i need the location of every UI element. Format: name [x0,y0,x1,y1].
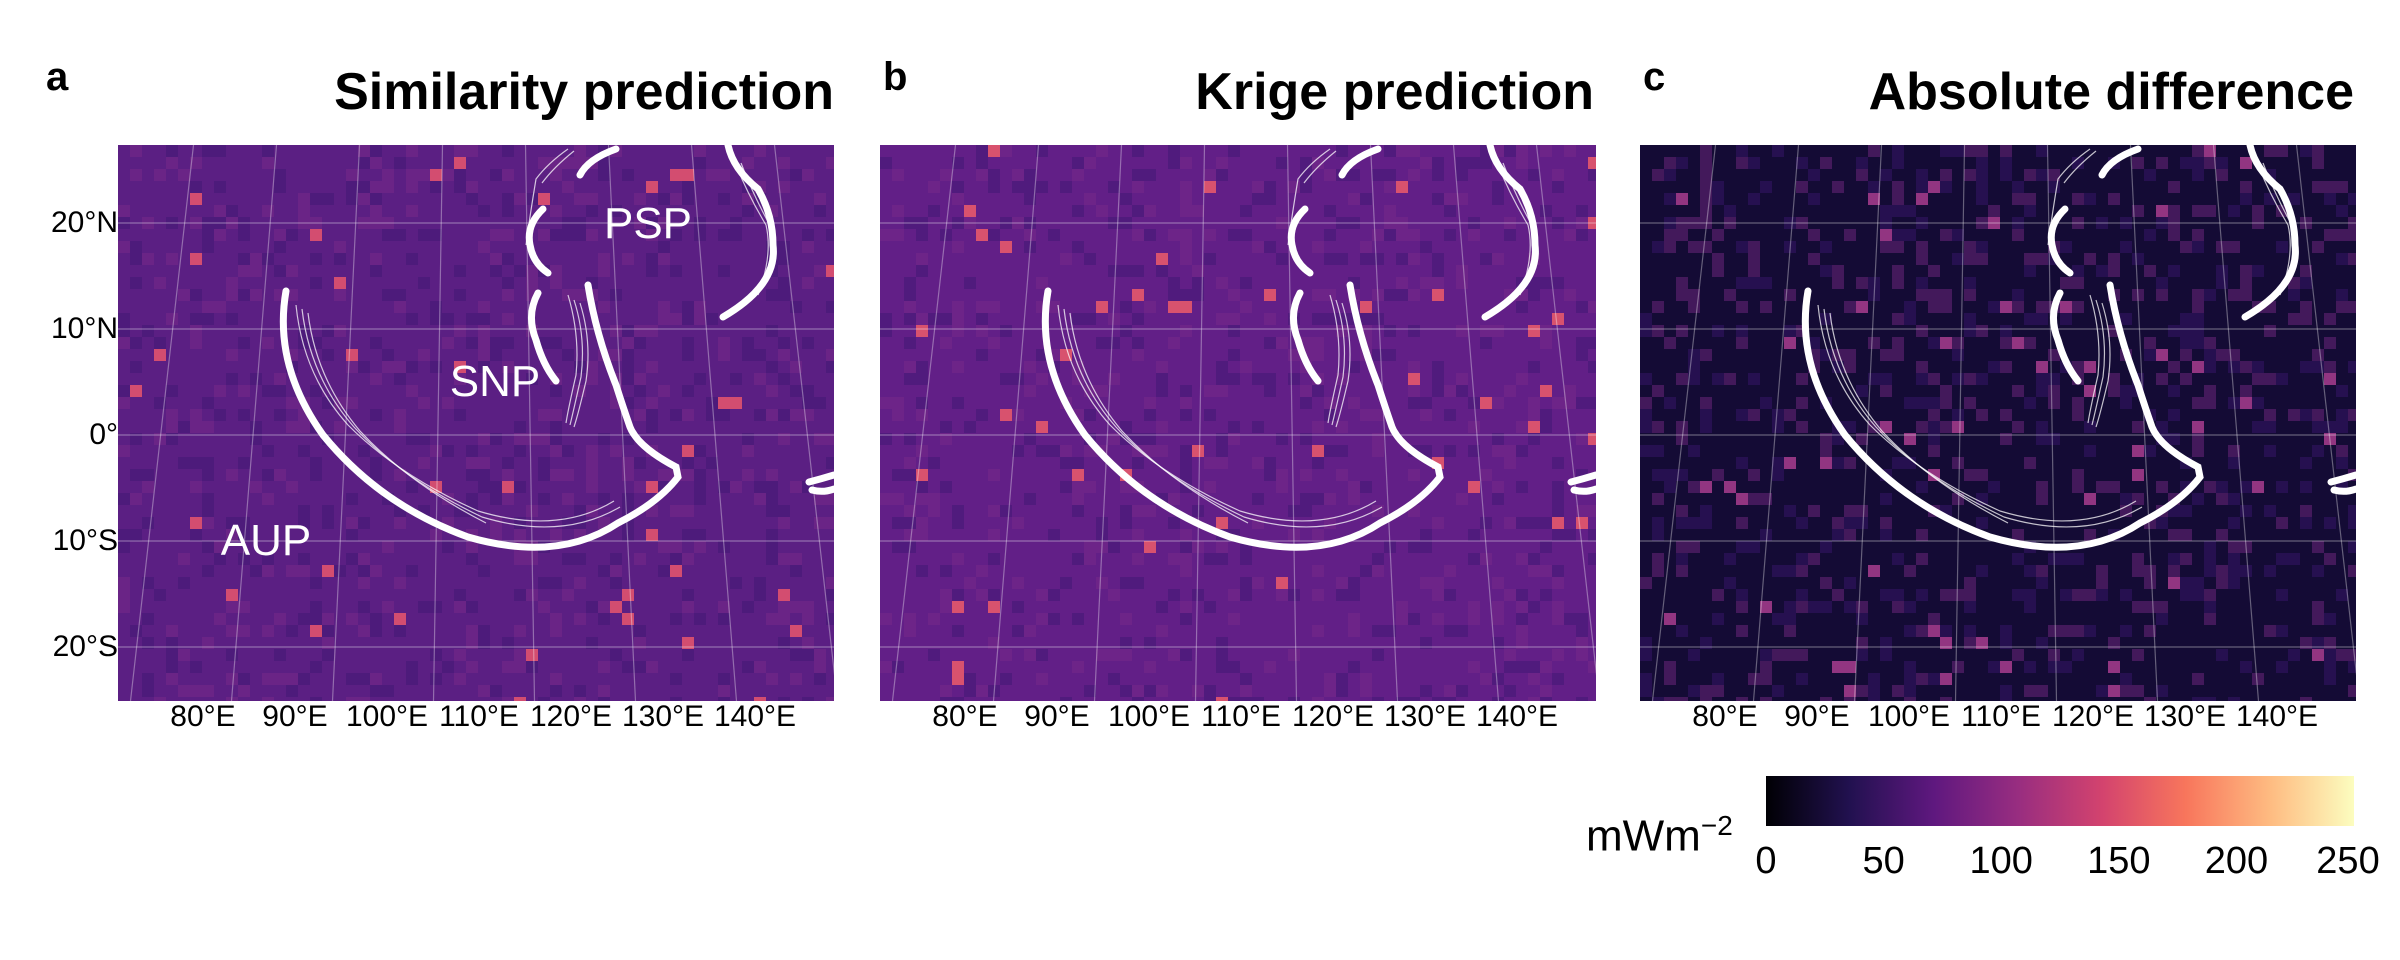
lon-label: 110°E [439,700,519,733]
heat-flow-map [1640,145,2356,701]
heat-flow-texture [1640,145,2356,701]
lon-label: 110°E [1201,700,1281,733]
lon-label: 90°E [1784,700,1850,733]
colorbar-tick: 100 [1969,840,2033,882]
lon-label: 130°E [2143,700,2227,733]
lon-label: 110°E [1961,700,2041,733]
lon-label: 100°E [1867,700,1951,733]
heat-flow-texture [118,145,834,701]
lon-label: 140°E [1475,700,1559,733]
lon-label: 130°E [621,700,705,733]
lon-label: 130°E [1383,700,1467,733]
lon-label: 80°E [1692,700,1758,733]
colorbar-unit-exponent: −2 [1700,810,1733,841]
panel-title: Absolute difference [1868,63,2354,121]
map-background [1640,145,2356,701]
colorbar-tick: 200 [2204,840,2269,882]
panel-letter: c [1643,55,1666,99]
lat-label: 0° [89,418,118,451]
plate-boundaries [1041,145,1596,551]
panel-title: Similarity prediction [334,63,834,121]
map-background [118,145,834,701]
heat-flow-texture [880,145,1596,701]
lon-label: 120°E [2051,700,2135,733]
lon-label: 80°E [170,700,236,733]
colorbar-unit-text: mWm [1586,811,1701,861]
lon-label: 100°E [345,700,429,733]
colorbar-tick: 250 [2316,840,2380,882]
colorbar-tick: 50 [1862,840,1905,882]
heat-flow-map [118,145,834,701]
lon-label: 80°E [932,700,998,733]
slab-contours [1057,148,1535,528]
lon-label: 100°E [1107,700,1191,733]
panel-title: Krige prediction [1195,63,1594,121]
colorbar-unit: mWm−2 [1586,810,1733,862]
plate-boundaries [279,145,834,551]
lon-axis: 80°E 90°E 100°E 110°E 120°E 130°E 140°E [1640,700,2356,740]
plate-boundaries [1801,145,2356,551]
colorbar-tick: 0 [1755,840,1777,882]
lon-label: 120°E [529,700,613,733]
lon-axis: 80°E 90°E 100°E 110°E 120°E 130°E 140°E [880,700,1596,740]
colorbar-gradient [1766,776,2354,826]
lon-label: 90°E [262,700,328,733]
map-svg [880,145,1596,701]
map-svg [118,145,834,701]
lat-label: 20°S [52,630,118,663]
lat-label: 10°N [50,312,118,345]
lon-label: 140°E [713,700,797,733]
panel-letter: b [883,55,908,99]
panel-letter: a [46,55,69,99]
lon-label: 120°E [1291,700,1375,733]
slab-contours [1817,148,2295,528]
graticule [1640,145,2356,701]
lat-label: 20°N [50,206,118,239]
lon-axis: 80°E 90°E 100°E 110°E 120°E 130°E 140°E [118,700,834,740]
colorbar-tick: 150 [2087,840,2151,882]
lon-label: 90°E [1024,700,1090,733]
lat-label: 10°S [52,524,118,557]
region-label-psp: PSP [603,199,693,248]
region-label-aup: AUP [220,516,312,565]
map-svg [1640,145,2356,701]
slab-contours [295,148,773,528]
heat-flow-map [880,145,1596,701]
region-label-snp: SNP [449,357,541,406]
graticule [880,145,1596,701]
lon-label: 140°E [2235,700,2319,733]
